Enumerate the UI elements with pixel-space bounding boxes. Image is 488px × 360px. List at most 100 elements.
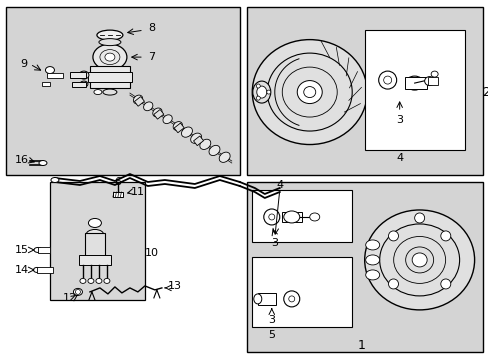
Ellipse shape [303,86,315,98]
Ellipse shape [365,255,379,265]
Circle shape [440,279,450,289]
Ellipse shape [181,127,192,137]
Text: 16: 16 [15,155,29,165]
Ellipse shape [365,270,379,280]
Ellipse shape [105,53,115,61]
Bar [113,192,122,197]
Ellipse shape [96,278,102,283]
Text: 7: 7 [148,52,155,62]
Text: 11: 11 [131,187,144,197]
Ellipse shape [88,278,94,283]
Ellipse shape [86,229,104,240]
Ellipse shape [309,213,319,221]
Bar [251,257,351,327]
Circle shape [75,289,80,294]
Bar [79,255,111,265]
Circle shape [388,279,398,289]
Bar [134,96,144,106]
Ellipse shape [200,139,210,149]
Ellipse shape [253,294,261,304]
Ellipse shape [79,71,89,79]
Ellipse shape [411,253,427,267]
Text: 9: 9 [20,59,27,69]
Bar [50,182,144,300]
Ellipse shape [173,122,182,130]
Bar [37,267,53,273]
Text: 1: 1 [357,339,365,352]
Bar [154,109,163,119]
Ellipse shape [364,210,474,310]
Circle shape [268,214,274,220]
Text: 12: 12 [63,293,77,303]
Text: 4: 4 [395,153,403,163]
Ellipse shape [219,152,230,162]
Ellipse shape [133,95,142,104]
Circle shape [266,90,270,94]
Circle shape [383,76,391,84]
Ellipse shape [283,211,299,223]
Bar [72,82,86,87]
Ellipse shape [405,76,423,90]
Circle shape [263,209,279,225]
Circle shape [440,231,450,241]
Text: 13: 13 [167,281,182,291]
Bar [70,72,86,78]
Ellipse shape [39,161,47,166]
Bar [251,190,351,242]
Ellipse shape [208,145,220,156]
Ellipse shape [430,71,437,77]
Circle shape [378,71,396,89]
Text: 14: 14 [15,265,29,275]
Ellipse shape [45,67,54,73]
Text: 5: 5 [268,330,275,340]
Ellipse shape [163,115,172,123]
Bar [364,30,464,150]
Ellipse shape [80,278,86,283]
Text: 4: 4 [276,180,283,190]
Bar [85,233,105,257]
Bar [88,72,132,82]
Text: 6: 6 [114,177,121,187]
Bar [257,293,275,305]
Text: 10: 10 [144,248,159,258]
Circle shape [256,84,260,88]
Circle shape [414,213,424,223]
Ellipse shape [88,219,101,228]
Text: 15: 15 [15,245,29,255]
Ellipse shape [297,81,322,104]
Text: 8: 8 [148,23,155,33]
Ellipse shape [256,86,266,98]
Ellipse shape [34,247,42,252]
Text: 2: 2 [481,86,488,99]
Text: 3: 3 [268,315,275,325]
Bar [90,66,130,88]
Bar [38,247,50,253]
Bar [193,136,203,146]
Ellipse shape [252,40,366,144]
Bar [6,7,239,175]
Ellipse shape [80,81,88,87]
Ellipse shape [97,30,122,40]
Bar [47,73,63,78]
Circle shape [388,231,398,241]
Circle shape [283,291,299,307]
Ellipse shape [102,89,117,95]
Bar [246,182,482,352]
Bar [427,77,437,85]
Bar [174,123,184,133]
Ellipse shape [94,90,102,95]
Bar [281,212,301,222]
Ellipse shape [51,177,59,183]
Bar [246,7,482,175]
Text: 3: 3 [395,115,402,125]
Ellipse shape [33,267,41,273]
Ellipse shape [143,102,153,111]
Ellipse shape [93,44,126,70]
Bar [404,77,426,89]
Ellipse shape [424,77,434,86]
Ellipse shape [190,133,201,143]
Circle shape [288,296,294,302]
Ellipse shape [99,39,121,46]
Ellipse shape [252,81,270,103]
Bar [42,82,50,86]
